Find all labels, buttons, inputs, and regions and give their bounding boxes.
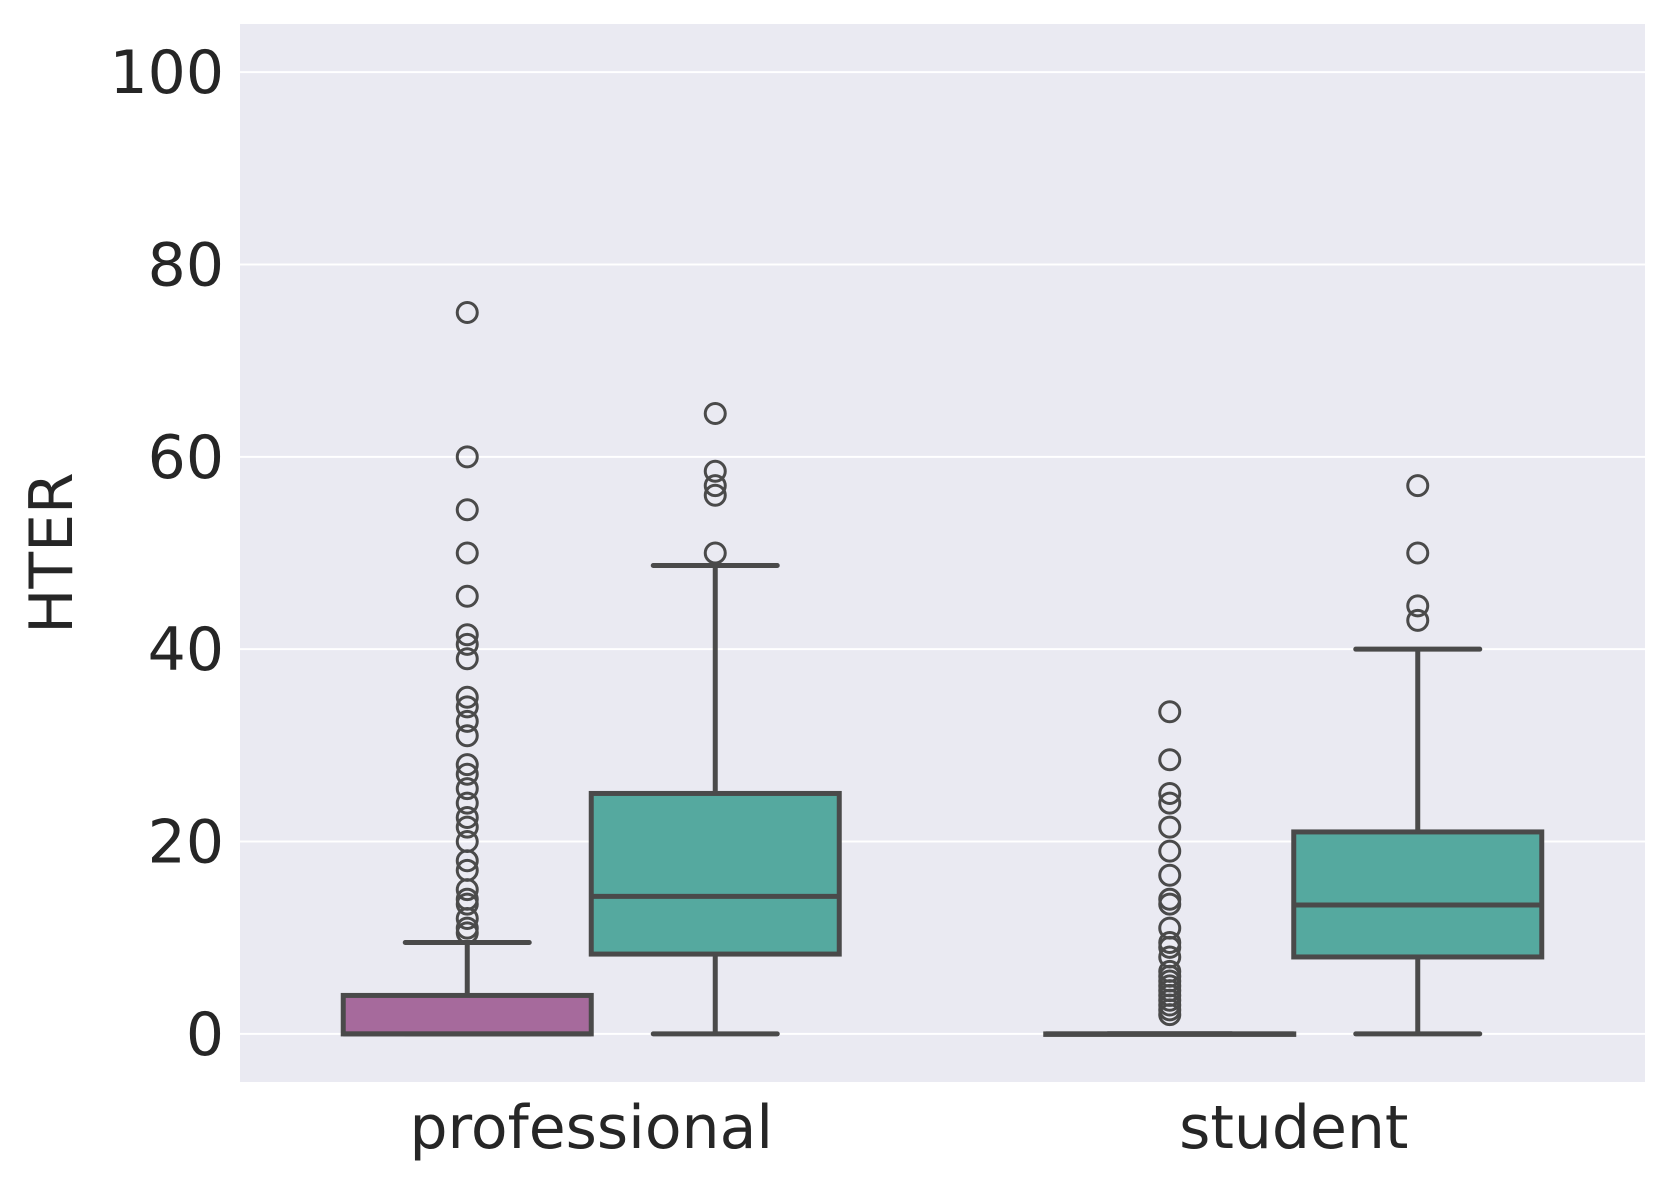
outlier-point <box>455 806 479 829</box>
outlier-point <box>1158 1003 1182 1027</box>
outlier-point <box>703 541 727 565</box>
outlier-point <box>455 892 479 916</box>
y-tick-label: 100 <box>109 38 224 108</box>
outlier-point <box>455 921 479 945</box>
outlier-point <box>1406 541 1430 565</box>
iqr-box <box>340 992 594 1037</box>
outlier-point <box>455 777 479 801</box>
outlier-point <box>455 632 479 656</box>
outlier-point <box>455 301 479 325</box>
outlier-point <box>455 762 479 786</box>
outlier-point <box>703 402 727 426</box>
x-tick-label: professional <box>409 1093 773 1163</box>
outlier-point <box>1158 815 1182 839</box>
y-tick-label: 80 <box>148 230 224 300</box>
outlier-point <box>455 445 479 469</box>
y-tick-label: 40 <box>148 615 224 685</box>
outlier-point <box>703 474 727 498</box>
y-tick-labels: 0 20 40 60 80 100 <box>109 38 224 1070</box>
box-professional-1 <box>340 301 594 1037</box>
outlier-point <box>455 878 479 902</box>
outlier-point <box>1406 474 1430 498</box>
outlier-point <box>455 753 479 777</box>
outlier-point <box>703 483 727 507</box>
outlier-point <box>455 906 479 930</box>
outlier-point <box>455 849 479 873</box>
outlier-point <box>1158 839 1182 863</box>
outlier-point <box>455 541 479 565</box>
outlier-point <box>1158 748 1182 772</box>
outlier-point <box>1158 935 1182 959</box>
boxes <box>340 301 1545 1037</box>
outlier-point <box>1158 781 1182 805</box>
iqr-box <box>588 790 842 957</box>
outlier-point <box>1406 594 1430 618</box>
outlier-point <box>1158 700 1182 724</box>
iqr-box <box>1291 829 1545 960</box>
y-axis-label: HTER <box>17 472 87 633</box>
outlier-point <box>455 815 479 839</box>
outlier-point <box>455 647 479 671</box>
outlier-point <box>455 791 479 815</box>
outlier-point <box>455 685 479 709</box>
outlier-point <box>455 695 479 719</box>
outlier-point <box>1406 608 1430 632</box>
box-student-1 <box>1043 700 1297 1037</box>
outlier-point <box>455 709 479 733</box>
outlier-point <box>455 584 479 608</box>
y-tick-label: 60 <box>148 423 224 493</box>
outlier-point <box>1158 892 1182 916</box>
outlier-point <box>455 498 479 522</box>
outlier-point <box>1158 791 1182 815</box>
y-tick-label: 0 <box>186 1000 224 1070</box>
y-tick-label: 20 <box>148 808 224 878</box>
x-tick-label: student <box>1179 1093 1408 1163</box>
outlier-point <box>1158 863 1182 887</box>
box-student-2 <box>1291 474 1545 1037</box>
box-professional-2 <box>588 402 842 1037</box>
outlier-point <box>455 724 479 748</box>
x-tick-labels: professional student <box>409 1093 1408 1163</box>
outlier-point <box>455 623 479 647</box>
outlier-point <box>703 459 727 483</box>
